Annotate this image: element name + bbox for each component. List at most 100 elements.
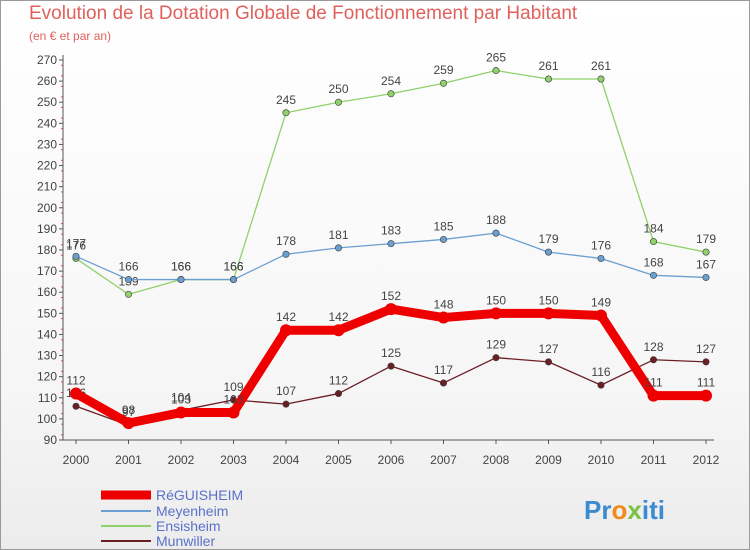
- data-label: 245: [276, 93, 296, 107]
- legend-label: Munwiller: [156, 533, 215, 549]
- data-point: [280, 324, 292, 337]
- data-label: 261: [591, 59, 611, 73]
- data-point: [490, 307, 502, 320]
- y-tick-label: 100: [37, 412, 57, 426]
- data-point: [227, 406, 240, 419]
- data-label: 176: [591, 238, 611, 252]
- data-label: 254: [381, 74, 401, 88]
- data-point: [649, 271, 657, 279]
- data-label: 167: [696, 257, 716, 271]
- data-label: 152: [381, 289, 401, 303]
- data-label: 98: [122, 403, 136, 417]
- data-point: [542, 307, 555, 320]
- y-tick-label: 230: [37, 137, 57, 151]
- data-point: [334, 390, 342, 398]
- data-label: 125: [381, 346, 401, 360]
- y-tick-label: 180: [37, 243, 57, 257]
- data-label: 261: [538, 59, 558, 73]
- data-point: [597, 75, 605, 83]
- data-point: [282, 250, 290, 258]
- data-point: [72, 402, 80, 410]
- data-label: 265: [486, 51, 506, 65]
- y-tick-label: 170: [37, 264, 57, 278]
- data-point: [387, 90, 395, 98]
- data-point: [177, 276, 185, 284]
- data-point: [700, 389, 712, 402]
- x-tick-label: 2012: [693, 453, 720, 467]
- data-label: 107: [276, 384, 296, 398]
- y-tick-label: 150: [37, 306, 57, 320]
- data-point: [385, 303, 397, 316]
- data-point: [437, 311, 450, 324]
- legend-label: RéGUISHEIM: [156, 487, 243, 503]
- data-point: [282, 400, 290, 408]
- y-tick-label: 240: [37, 116, 57, 130]
- x-tick-label: 2003: [220, 453, 247, 467]
- y-tick-label: 190: [37, 222, 57, 236]
- data-label: 166: [223, 260, 243, 274]
- x-tick-label: 2007: [430, 453, 457, 467]
- data-label: 259: [433, 63, 453, 77]
- data-label: 127: [538, 342, 558, 356]
- data-label: 109: [223, 380, 243, 394]
- data-point: [649, 238, 657, 246]
- data-label: 181: [328, 228, 348, 242]
- data-label: 166: [223, 260, 243, 274]
- data-label: 179: [696, 232, 716, 246]
- data-point: [492, 354, 500, 362]
- data-point: [70, 387, 82, 400]
- data-label: 250: [328, 82, 348, 96]
- x-tick-label: 2002: [168, 453, 195, 467]
- data-label: 184: [643, 222, 663, 236]
- legend-label: Ensisheim: [156, 518, 221, 534]
- x-tick-label: 2000: [63, 453, 90, 467]
- data-label: 104: [171, 390, 191, 404]
- data-label: 166: [171, 260, 191, 274]
- y-tick-label: 200: [37, 201, 57, 215]
- data-label: 116: [591, 365, 610, 379]
- data-label: 142: [276, 310, 296, 324]
- data-point: [387, 362, 395, 370]
- proxiti-logo: Proxiti: [584, 495, 665, 525]
- data-label: 103: [223, 393, 243, 407]
- y-tick-label: 130: [37, 349, 57, 363]
- y-tick-label: 210: [37, 180, 57, 194]
- data-point: [387, 240, 395, 248]
- data-point: [332, 324, 345, 337]
- data-label: 142: [328, 310, 348, 324]
- data-label: 117: [434, 363, 453, 377]
- y-tick-label: 140: [37, 327, 57, 341]
- data-point: [125, 290, 133, 298]
- data-point: [544, 75, 552, 83]
- data-point: [334, 98, 342, 106]
- data-label: 179: [538, 232, 558, 246]
- x-tick-label: 2006: [378, 453, 405, 467]
- y-tick-label: 270: [37, 53, 57, 67]
- data-point: [175, 406, 187, 419]
- data-point: [492, 229, 500, 237]
- data-point: [649, 356, 657, 364]
- data-label: 127: [696, 342, 716, 356]
- data-label: 128: [643, 340, 663, 354]
- y-tick-label: 120: [37, 370, 57, 384]
- data-point: [334, 244, 342, 252]
- x-tick-label: 2004: [273, 453, 300, 467]
- data-label: 148: [433, 298, 453, 312]
- data-label: 183: [381, 224, 401, 238]
- data-label: 150: [486, 293, 506, 307]
- data-point: [595, 309, 607, 322]
- data-point: [439, 79, 447, 87]
- data-point: [439, 379, 447, 387]
- data-label: 149: [591, 295, 611, 309]
- x-tick-label: 2001: [115, 453, 142, 467]
- data-point: [544, 248, 552, 256]
- y-tick-label: 220: [37, 159, 57, 173]
- data-label: 129: [486, 338, 506, 352]
- x-tick-label: 2010: [588, 453, 615, 467]
- data-point: [702, 358, 710, 366]
- y-tick-label: 260: [37, 74, 57, 88]
- data-label: 111: [697, 376, 716, 390]
- data-label: 166: [118, 260, 138, 274]
